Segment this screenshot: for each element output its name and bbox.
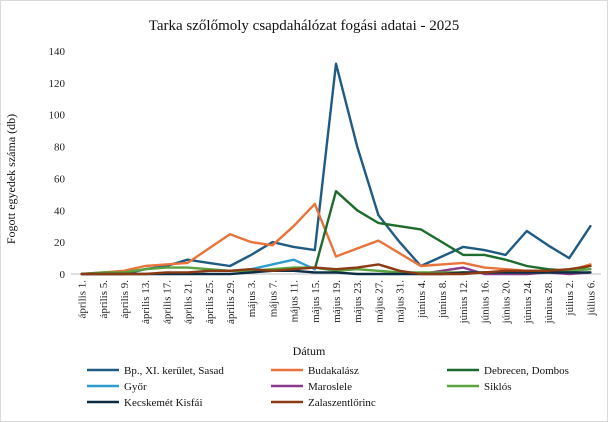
- y-tick-labels: 0 20 40 60 80 100 120 140: [49, 46, 66, 281]
- y-tick-label: 100: [49, 110, 66, 122]
- x-tick-label: június 24.: [522, 280, 534, 325]
- y-axis-title: Fogott egyedek száma (db): [4, 114, 18, 244]
- chart-title: Tarka szőlőmoly csapdahálózat fogási ada…: [149, 18, 460, 34]
- y-tick-label: 120: [49, 78, 66, 90]
- x-tick-label: június 8.: [437, 280, 449, 319]
- x-tick-label: május 11.: [289, 280, 301, 323]
- series-line: [313, 190, 592, 272]
- legend-label: Budakalász: [308, 365, 359, 377]
- x-tick-label: június 20.: [501, 280, 513, 325]
- y-tick-label: 0: [60, 269, 66, 281]
- series-line: [80, 263, 592, 276]
- legend: Bp., XI. kerület, Sasad Budakalász Debrece…: [87, 365, 569, 409]
- x-tick-label: június 28.: [543, 280, 555, 325]
- x-tick-label: április 5.: [98, 280, 110, 319]
- y-tick-label: 40: [54, 205, 66, 217]
- x-tick-label: április 13.: [140, 280, 152, 324]
- x-tick-label: április 1.: [77, 280, 89, 319]
- y-tick-label: 60: [54, 173, 66, 185]
- x-tick-label: május 23.: [352, 280, 364, 323]
- x-tick-label: április 29.: [225, 280, 237, 324]
- legend-label: Zalaszentlőrinc: [308, 397, 376, 409]
- x-axis-title: Dátum: [293, 344, 326, 358]
- legend-label: Győr: [124, 381, 147, 393]
- legend-label: Siklós: [484, 381, 512, 393]
- legend-label: Kecskemét Kisfái: [124, 397, 203, 409]
- x-tick-label: május 19.: [331, 280, 343, 323]
- x-tick-label: április 25.: [204, 280, 216, 324]
- x-tick-label: június 12.: [458, 280, 470, 325]
- legend-label: Bp., XI. kerület, Sasad: [124, 365, 224, 377]
- x-tick-label: június 4.: [416, 280, 428, 319]
- x-tick-label: június 16.: [479, 280, 491, 325]
- series-line: [80, 202, 592, 276]
- y-tick-label: 20: [54, 237, 66, 249]
- x-tick-label: április 17.: [161, 280, 173, 324]
- y-axis-title-group: Fogott egyedek száma (db): [4, 114, 18, 244]
- legend-label: Debrecen, Dombos: [484, 365, 569, 377]
- series-line: [80, 62, 592, 276]
- legend-label: Maroslele: [308, 381, 352, 393]
- series-line: [80, 269, 592, 276]
- x-tick-label: május 15.: [310, 280, 322, 323]
- x-tick-label: május 7.: [267, 280, 279, 318]
- x-tick-label: április 9.: [119, 280, 131, 319]
- x-tick-label: május 3.: [246, 280, 258, 318]
- x-tick-label: július 6.: [585, 280, 597, 317]
- y-tick-label: 140: [49, 46, 66, 58]
- x-tick-labels: április 1. április 5. április 9. április 13…: [77, 280, 598, 325]
- x-tick-label: május 31.: [395, 280, 407, 323]
- x-tick-label: május 27.: [373, 280, 385, 323]
- y-tick-label: 80: [54, 142, 66, 154]
- series-lines: [80, 62, 592, 276]
- x-tick-label: július 2.: [564, 280, 576, 317]
- x-tick-label: április 21.: [183, 280, 195, 324]
